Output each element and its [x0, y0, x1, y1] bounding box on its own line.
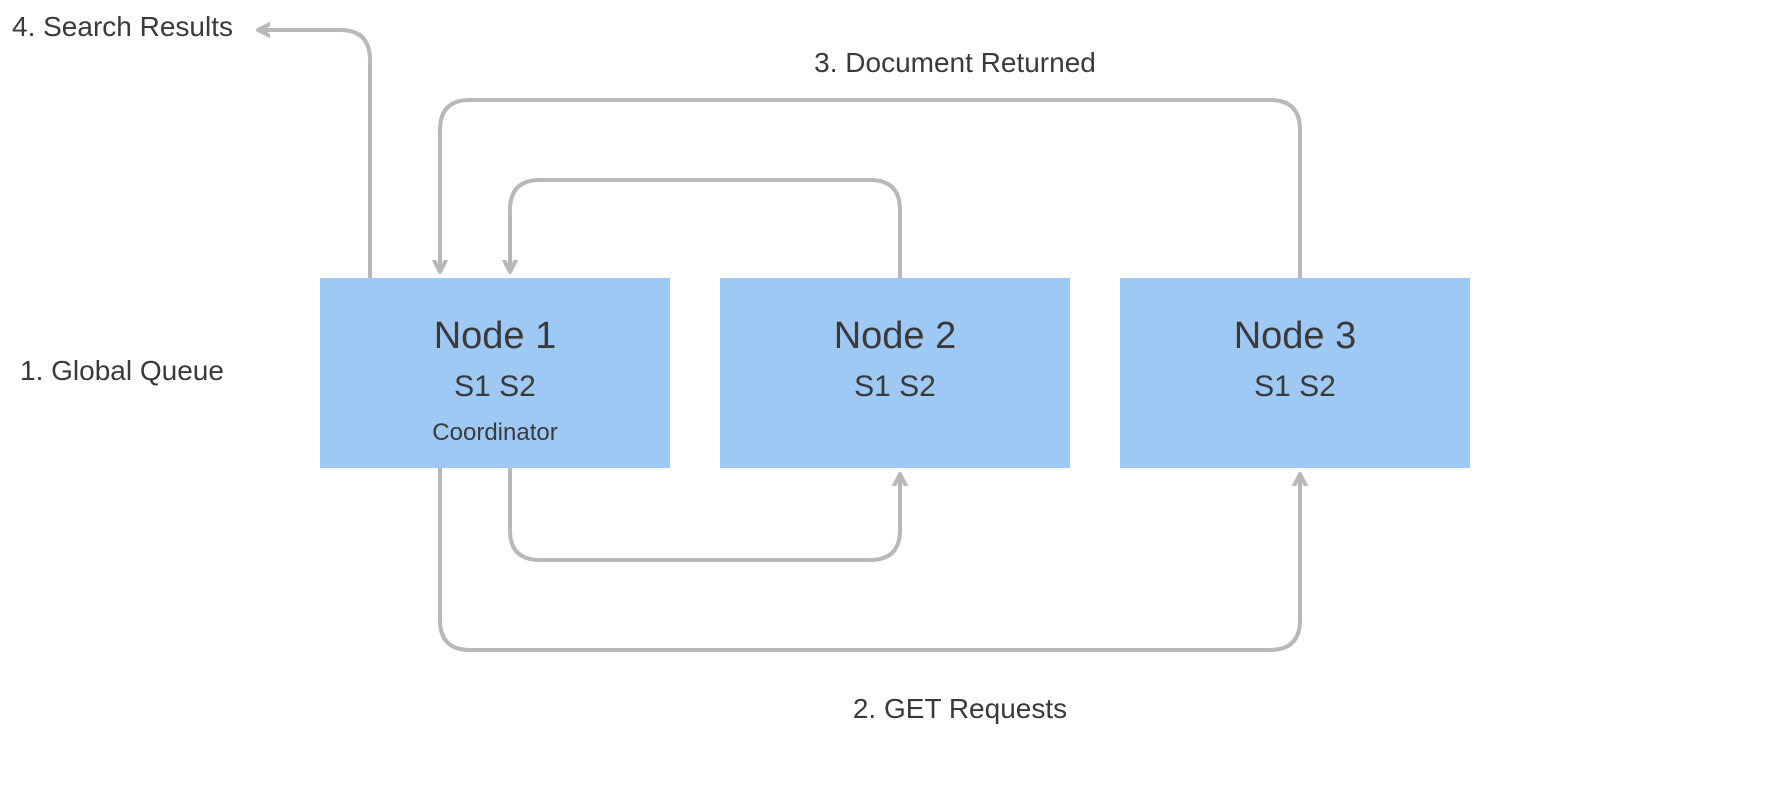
edge-e_get_n2 [510, 468, 900, 560]
node-shards: S1 S2 [454, 370, 536, 403]
edge-e_ret_n2 [510, 180, 900, 278]
diagram-canvas: Node 1 S1 S2 Coordinator Node 2 S1 S2 Node 3 S… [0, 0, 1791, 794]
node-title: Node 3 [1234, 315, 1357, 357]
node-shards: S1 S2 [854, 370, 936, 403]
node-n2: Node 2 S1 S2 [720, 278, 1070, 468]
node-shards: S1 S2 [1254, 370, 1336, 403]
edge-e_results [262, 30, 370, 278]
node-n3: Node 3 S1 S2 [1120, 278, 1470, 468]
label-l2: 2. GET Requests [853, 693, 1067, 724]
node-n1: Node 1 S1 S2 Coordinator [320, 278, 670, 468]
label-l1: 1. Global Queue [20, 355, 224, 386]
edge-e_ret_n3 [440, 100, 1300, 278]
label-l3: 3. Document Returned [814, 47, 1096, 78]
node-title: Node 2 [834, 315, 957, 357]
node-title: Node 1 [434, 315, 557, 357]
node-role: Coordinator [432, 419, 557, 446]
label-l4: 4. Search Results [12, 11, 233, 42]
